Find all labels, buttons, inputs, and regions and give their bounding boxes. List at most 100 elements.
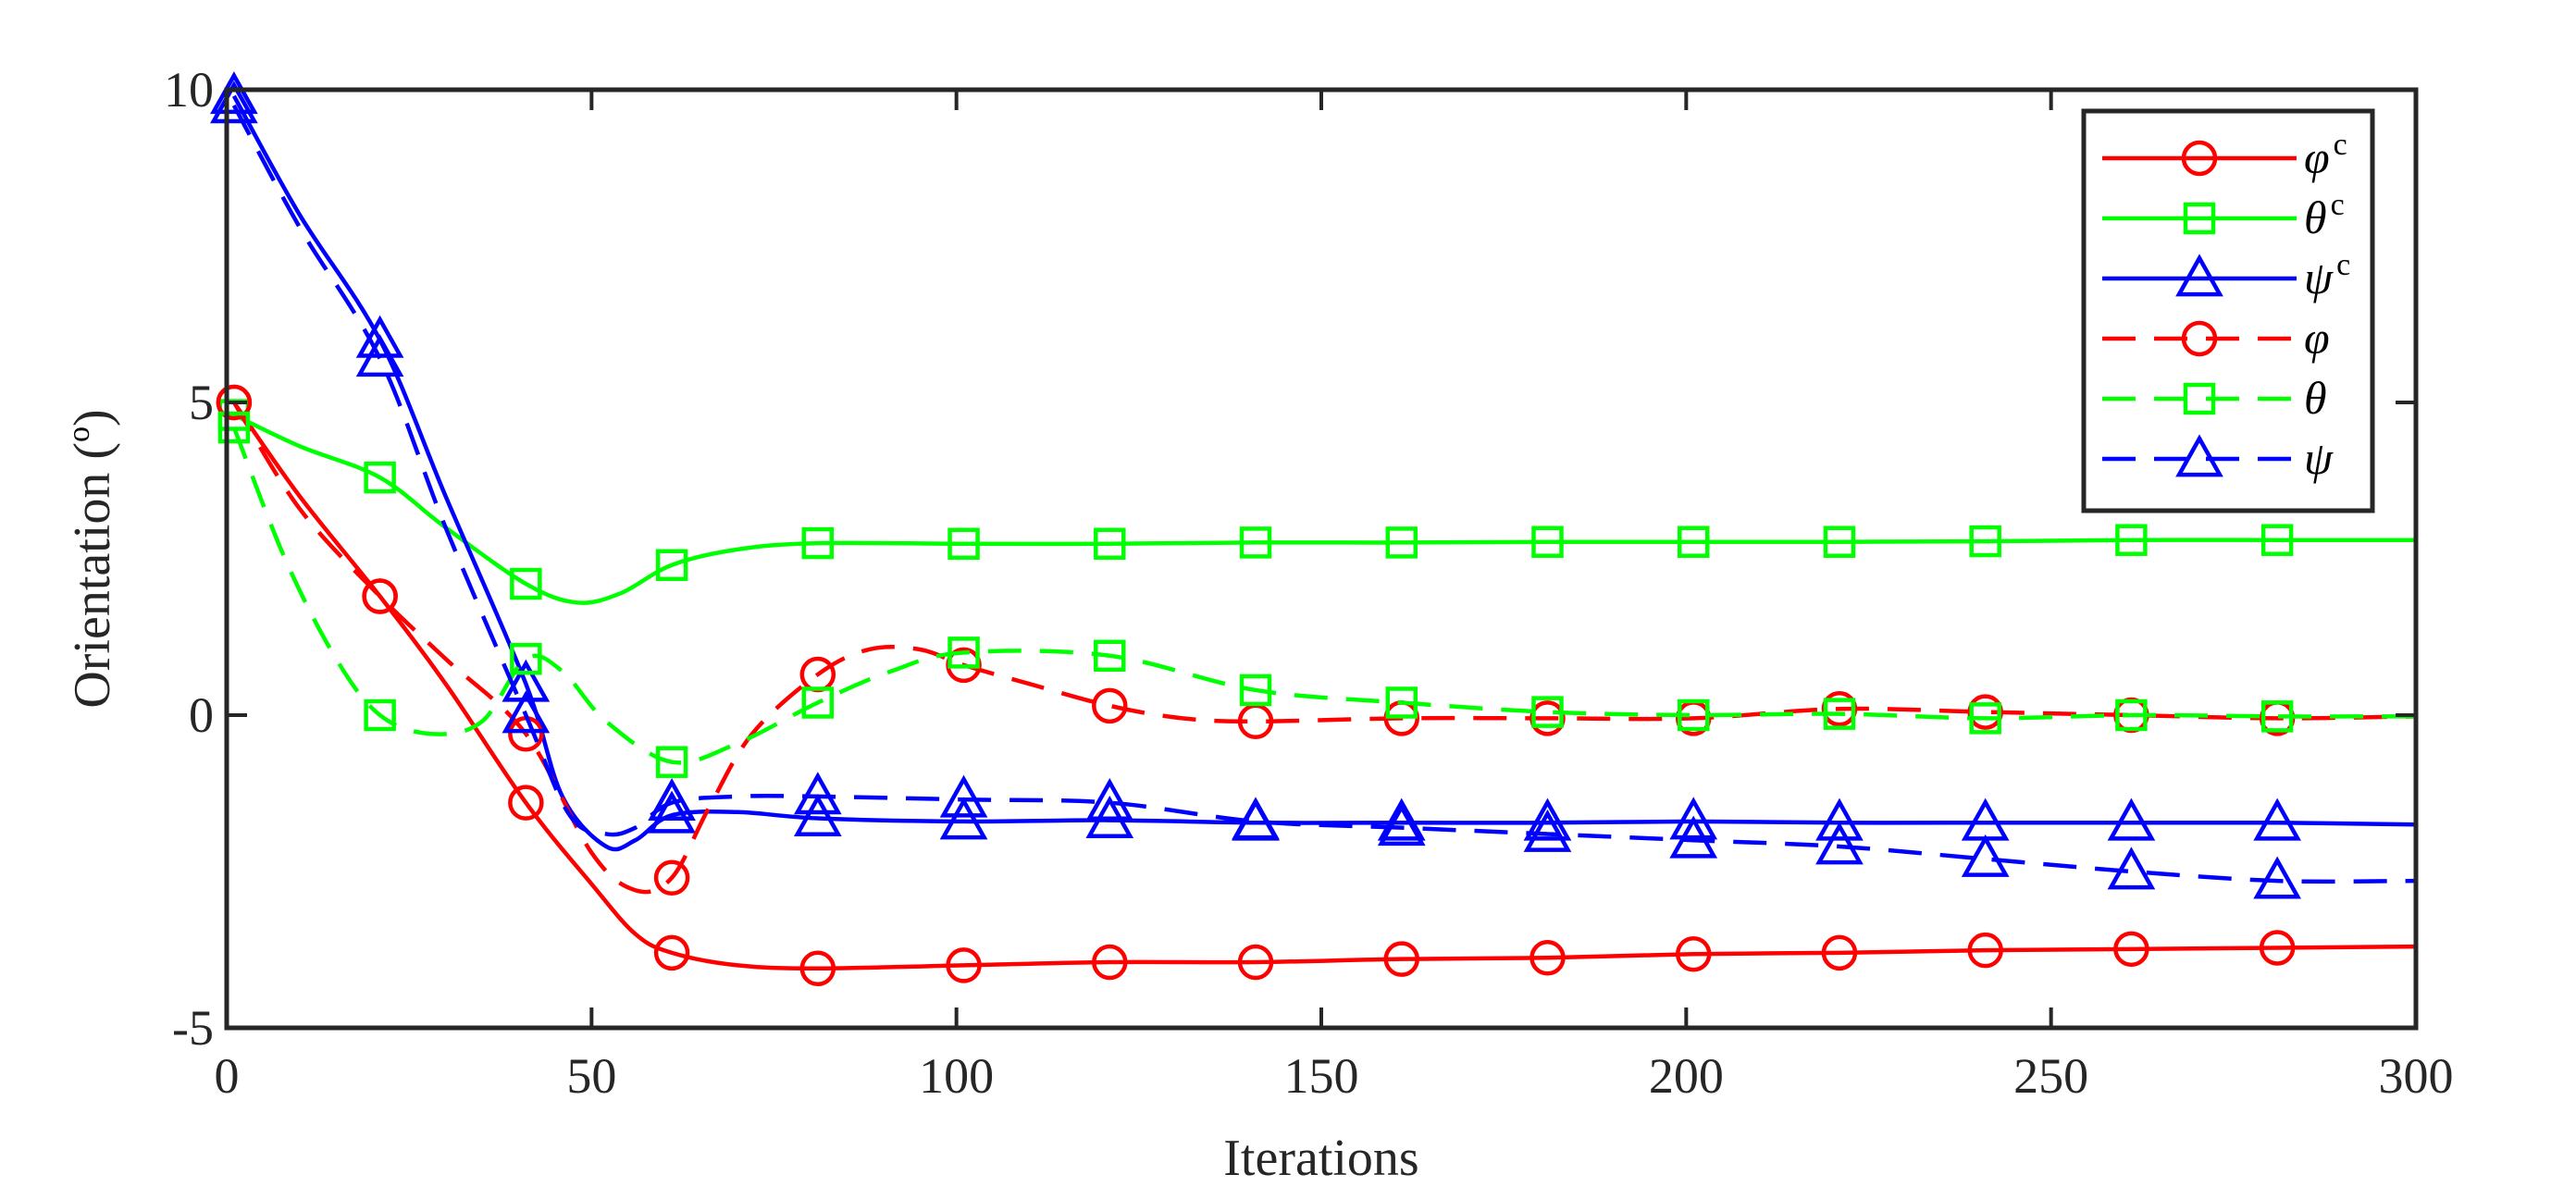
series-1-marker-10 xyxy=(1677,525,1710,558)
series-5 xyxy=(210,80,2417,899)
series-0-marker-7 xyxy=(1237,944,1274,981)
series-0-marker-2 xyxy=(508,785,544,821)
series-5-marker-2 xyxy=(502,690,551,734)
legend-box xyxy=(2081,108,2375,513)
series-2-marker-13 xyxy=(2107,797,2156,841)
series-4-marker-5 xyxy=(947,637,980,669)
series-4-marker-3 xyxy=(655,746,688,778)
x-tick-label-0: 0 xyxy=(215,1048,240,1104)
series-4-marker-13 xyxy=(2115,698,2148,732)
series-5-marker-14 xyxy=(2253,856,2301,899)
series-1-marker-4 xyxy=(801,526,835,560)
series-2 xyxy=(210,71,2417,852)
series-5-marker-8 xyxy=(1377,803,1426,847)
x-tick-labels: 0 50 100 150 200 250 300 xyxy=(215,1048,2454,1104)
series-0-marker-12 xyxy=(1967,932,2003,969)
series-2-marker-4 xyxy=(793,793,842,836)
series-1-marker-7 xyxy=(1239,526,1272,559)
series-1-marker-8 xyxy=(1385,526,1418,559)
series-5-marker-13 xyxy=(2107,847,2156,890)
series-line-1 xyxy=(232,413,2416,605)
legend-marker-4 xyxy=(2183,382,2216,415)
series-0-marker-14 xyxy=(2259,930,2296,966)
series-5-marker-3 xyxy=(648,778,696,822)
series-2-marker-10 xyxy=(1669,797,1718,840)
y-tick-label-3: 10 xyxy=(164,62,214,117)
series-5-marker-7 xyxy=(1232,797,1280,840)
legend-entry-3: φ xyxy=(2102,312,2330,364)
series-5-marker-1 xyxy=(355,334,404,377)
series-5-marker-0 xyxy=(210,80,258,124)
x-tick-label-4: 200 xyxy=(1649,1048,1724,1104)
series-4-marker-12 xyxy=(1969,702,2001,735)
series-0-marker-4 xyxy=(799,950,836,987)
series-5-marker-12 xyxy=(1961,834,2010,877)
series-4-marker-0 xyxy=(217,411,251,444)
y-axis-title-end: ) xyxy=(64,409,121,426)
series-5-marker-4 xyxy=(793,772,842,815)
series-4-marker-14 xyxy=(2260,700,2294,733)
series-1-marker-1 xyxy=(364,461,396,494)
series-3-marker-1 xyxy=(362,578,398,614)
y-tick-label-0: -5 xyxy=(172,1000,214,1056)
series-layer xyxy=(210,71,2417,987)
x-axis-title: Iterations xyxy=(1223,1130,1418,1187)
series-5-marker-6 xyxy=(1085,778,1134,822)
series-line-4 xyxy=(231,426,2417,765)
legend-entry-4: θ xyxy=(2102,372,2327,424)
series-0-marker-11 xyxy=(1821,934,1858,971)
y-axis-title-sup: o xyxy=(62,426,96,442)
series-0-marker-3 xyxy=(653,934,690,971)
series-4-marker-4 xyxy=(801,686,835,719)
series-4-marker-8 xyxy=(1385,686,1418,719)
series-2-marker-2 xyxy=(502,659,551,702)
series-4 xyxy=(217,411,2417,778)
series-0-marker-5 xyxy=(946,947,982,983)
x-tick-label-6: 300 xyxy=(2379,1048,2454,1104)
series-2-marker-11 xyxy=(1815,797,1864,841)
legend-label-4: θ xyxy=(2304,372,2327,424)
series-line-3 xyxy=(231,401,2417,895)
ticks-layer xyxy=(225,88,2418,1030)
series-5-marker-9 xyxy=(1523,809,1572,852)
series-1-marker-5 xyxy=(947,527,980,561)
legend-marker-1 xyxy=(2183,202,2216,235)
series-2-marker-14 xyxy=(2253,797,2301,841)
series-1-marker-14 xyxy=(2260,524,2294,556)
y-axis-title: Orientation (o) xyxy=(62,409,121,708)
series-line-5 xyxy=(231,104,2417,884)
y-tick-label-2: 5 xyxy=(189,375,214,430)
series-4-marker-10 xyxy=(1677,698,1710,732)
legend-marker-0 xyxy=(2181,140,2218,177)
series-5-marker-11 xyxy=(1815,822,1864,865)
series-2-marker-8 xyxy=(1377,797,1426,841)
series-2-marker-0 xyxy=(210,71,258,115)
x-tick-label-2: 100 xyxy=(919,1048,994,1104)
legend: φ cθ cψ c φθψ xyxy=(2081,108,2375,513)
series-5-marker-5 xyxy=(939,774,988,818)
y-tick-labels: -5 0 5 10 xyxy=(164,62,214,1056)
x-tick-label-5: 250 xyxy=(2013,1048,2088,1104)
x-tick-label-3: 150 xyxy=(1284,1048,1359,1104)
series-1-marker-2 xyxy=(510,567,542,600)
x-tick-label-1: 50 xyxy=(566,1048,616,1104)
y-axis-title-main: Orientation ( xyxy=(64,442,121,709)
series-0-marker-6 xyxy=(1092,944,1128,981)
series-3-marker-0 xyxy=(216,384,253,421)
series-1-marker-13 xyxy=(2115,524,2148,556)
legend-entry-5: ψ xyxy=(2102,432,2334,484)
series-4-marker-9 xyxy=(1531,696,1564,728)
series-4-marker-7 xyxy=(1239,674,1272,707)
y-tick-label-1: 0 xyxy=(189,687,214,743)
series-4-marker-1 xyxy=(364,698,396,732)
series-1-marker-9 xyxy=(1531,525,1564,558)
series-3-marker-3 xyxy=(653,859,690,896)
legend-marker-2 xyxy=(2175,253,2223,297)
